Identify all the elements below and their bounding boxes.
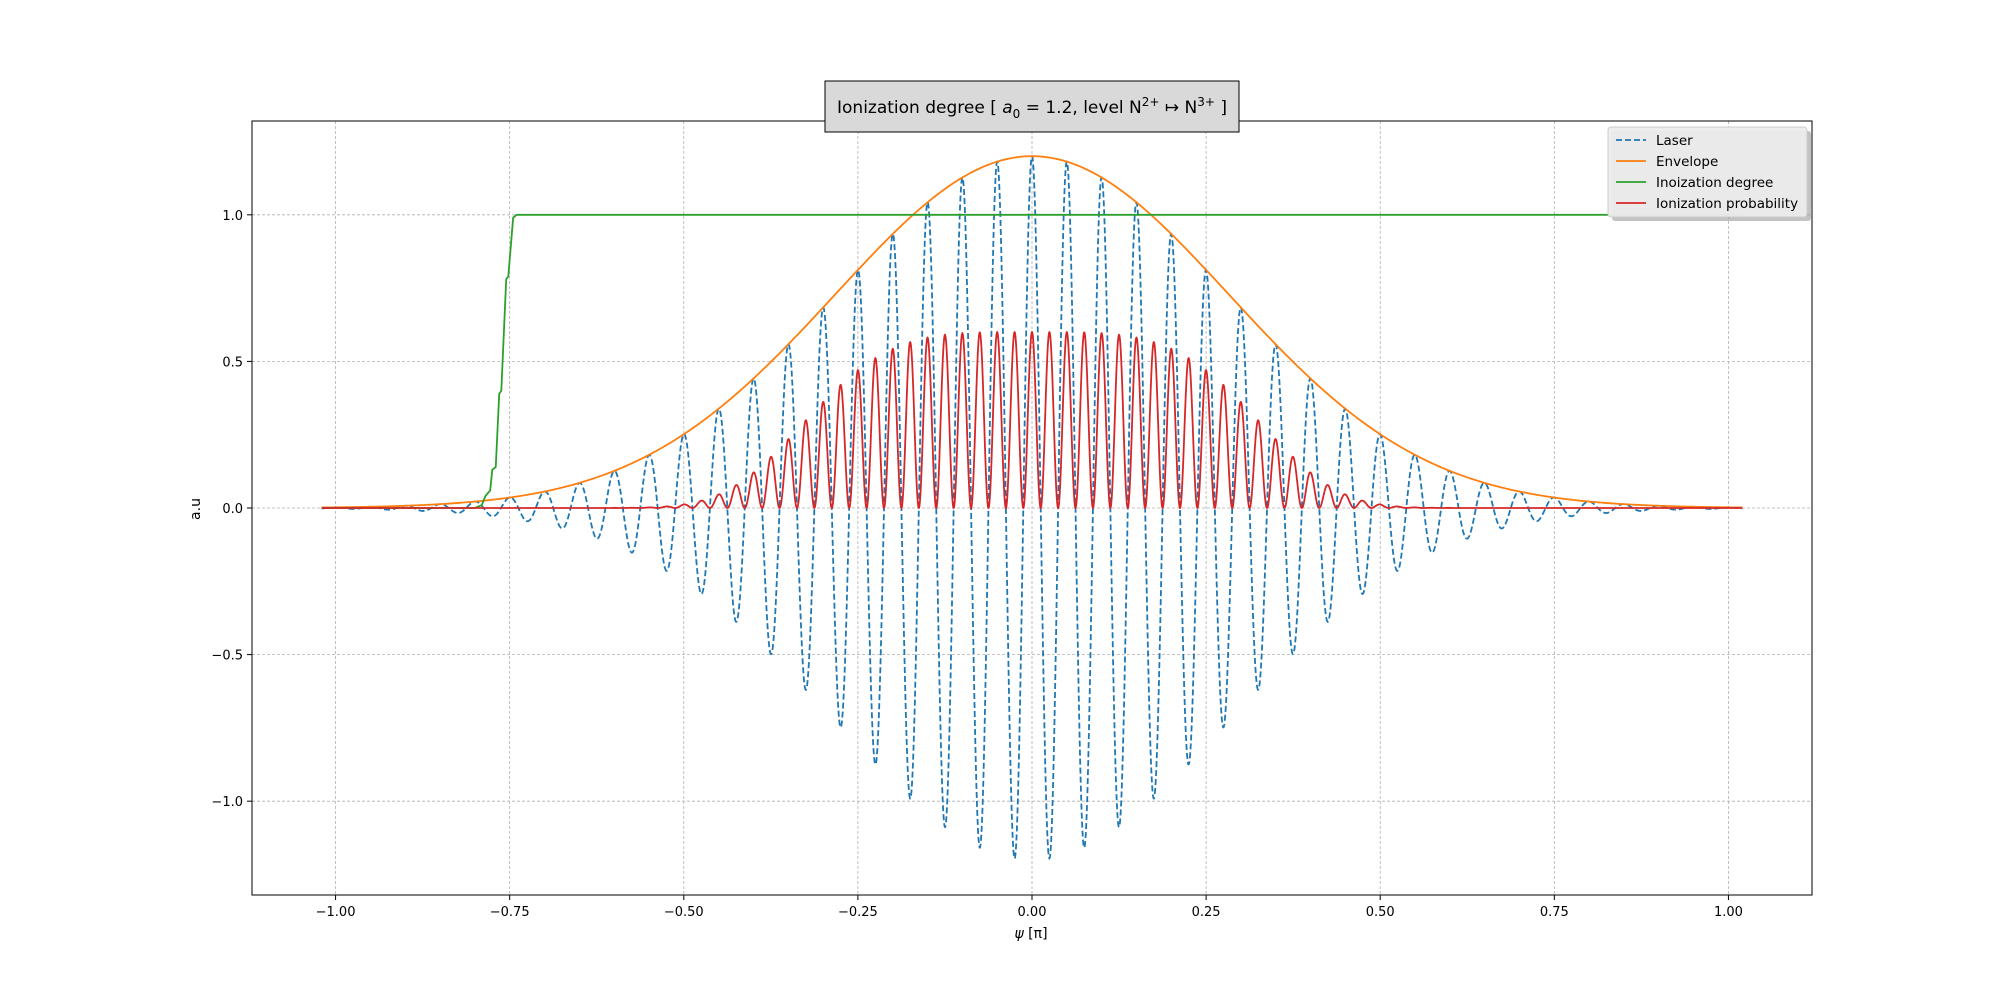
x-tick-label: −1.00 (316, 905, 356, 920)
title-background (824, 80, 1240, 133)
y-tick-label: 1.0 (222, 209, 243, 224)
x-tick-label: 0.50 (1366, 905, 1395, 920)
x-tick-label: −0.25 (838, 905, 878, 920)
y-axis-ticks: −1.0 −0.5 0.0 0.5 1.0 (211, 209, 252, 810)
chart-title: Ionization degree [ a0 = 1.2, level N2+ … (837, 95, 1227, 121)
x-tick-label: 0.25 (1192, 905, 1221, 920)
series-layer (321, 154, 1743, 860)
legend-entry-label: Ionization probability (1656, 196, 1798, 212)
y-tick-label: −1.0 (211, 795, 243, 810)
x-axis-ticks: −1.00 −0.75 −0.50 −0.25 0.00 0.25 0.50 0.75 1.00 (316, 895, 1743, 920)
y-tick-label: 0.0 (222, 502, 243, 517)
y-tick-label: −0.5 (211, 649, 243, 664)
x-axis-label: ψ [π] (1014, 926, 1047, 942)
legend-entry-label: Laser (1656, 133, 1693, 149)
x-tick-label: 0.00 (1018, 905, 1047, 920)
chart-title-box: Ionization degree [ a0 = 1.2, level N2+ … (824, 80, 1240, 133)
legend-entry-label: Inoization degree (1656, 175, 1773, 191)
legend-frame (1607, 126, 1808, 218)
series-line-ionization-degree (321, 213, 1743, 509)
series-line-envelope (321, 155, 1743, 509)
series-line-ionization-probability (321, 330, 1743, 510)
x-tick-label: −0.75 (490, 905, 530, 920)
y-tick-label: 0.5 (222, 355, 243, 370)
x-tick-label: −0.50 (664, 905, 704, 920)
x-tick-label: 1.00 (1714, 905, 1743, 920)
legend: Laser Envelope Inoization degree Ionization… (1607, 126, 1811, 221)
legend-entry-label: Envelope (1656, 154, 1718, 170)
x-tick-label: 0.75 (1540, 905, 1569, 920)
y-axis-label: a.u (188, 498, 204, 520)
